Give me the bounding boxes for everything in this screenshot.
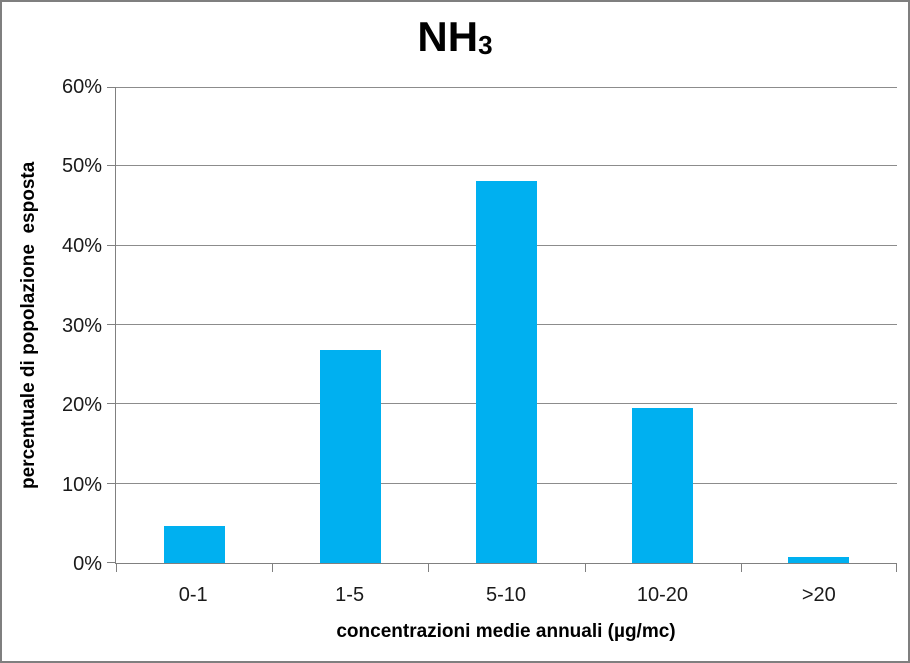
y-tick-mark: [107, 562, 115, 563]
x-tick-mark: [272, 564, 274, 572]
bar-1-5: [319, 349, 381, 563]
bar-slot: [272, 87, 428, 563]
y-tick-mark: [107, 482, 115, 484]
bar-series: [116, 87, 897, 563]
y-tick-mark: [107, 165, 115, 167]
y-tick-mark: [107, 324, 115, 325]
y-axis-ticks: [107, 87, 897, 563]
bar->20: [788, 557, 850, 563]
bar-slot: [116, 87, 272, 563]
y-tick-mark: [107, 403, 115, 405]
bar-0-1: [163, 525, 225, 563]
chart-title-subscript: 3: [478, 30, 493, 61]
plot-area: [107, 87, 897, 572]
y-tick-label: 30%: [61, 314, 102, 337]
y-tick-label: 60%: [61, 76, 102, 98]
x-tick-mark: [584, 564, 586, 572]
gridline: [116, 165, 897, 167]
chart-title: NH3: [2, 13, 908, 61]
bar-10-20: [632, 408, 694, 563]
y-tick-mark: [107, 244, 115, 246]
x-tick-mark: [740, 564, 742, 572]
x-axis-ticks: [116, 87, 897, 572]
x-axis-labels: 0-1 1-5 5-10 10-20 >20: [115, 584, 897, 607]
bar-slot: [428, 87, 584, 563]
gridline: [116, 87, 897, 88]
y-axis-labels: 0% 10% 20% 30% 40% 50% 60%: [2, 76, 102, 575]
x-tick-mark: [896, 564, 897, 572]
y-tick-label: 10%: [61, 473, 102, 496]
x-tick-label: 5-10: [486, 584, 527, 606]
x-tick-mark: [116, 564, 117, 572]
x-tick-mark: [428, 564, 430, 572]
x-tick-label: >20: [801, 584, 836, 606]
y-tick-label: 0%: [73, 553, 102, 575]
x-axis-title: concentrazioni medie annuali (µg/mc): [336, 621, 676, 642]
bar-5-10: [476, 180, 537, 563]
y-tick-label: 50%: [61, 155, 102, 178]
y-tick-label: 40%: [61, 234, 102, 257]
chart-title-main: NH: [417, 13, 479, 60]
y-tick-mark: [107, 87, 115, 88]
x-tick-label: 10-20: [636, 584, 688, 606]
bar-slot: [741, 87, 897, 563]
x-tick-label: 0-1: [178, 584, 208, 606]
y-tick-label: 20%: [61, 393, 102, 416]
x-tick-label: 1-5: [335, 584, 365, 606]
bar-slot: [585, 87, 741, 563]
